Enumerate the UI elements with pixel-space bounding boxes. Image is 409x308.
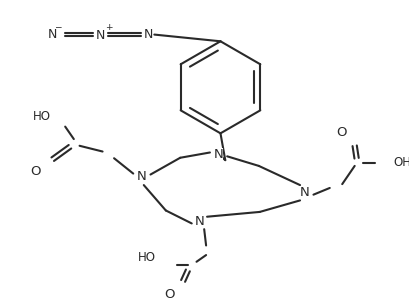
Text: O: O (164, 288, 175, 301)
Text: −: − (54, 22, 61, 31)
Text: N: N (213, 148, 223, 161)
Text: N: N (137, 170, 146, 183)
Text: N: N (144, 28, 153, 41)
Text: N: N (299, 186, 309, 199)
Text: N: N (96, 29, 105, 42)
Text: +: + (105, 23, 113, 32)
Text: N: N (48, 28, 57, 41)
Text: OH: OH (392, 156, 409, 168)
Text: HO: HO (138, 251, 156, 265)
Text: HO: HO (33, 110, 51, 123)
Text: N: N (194, 215, 204, 228)
Text: O: O (30, 165, 40, 178)
Text: O: O (335, 126, 346, 139)
